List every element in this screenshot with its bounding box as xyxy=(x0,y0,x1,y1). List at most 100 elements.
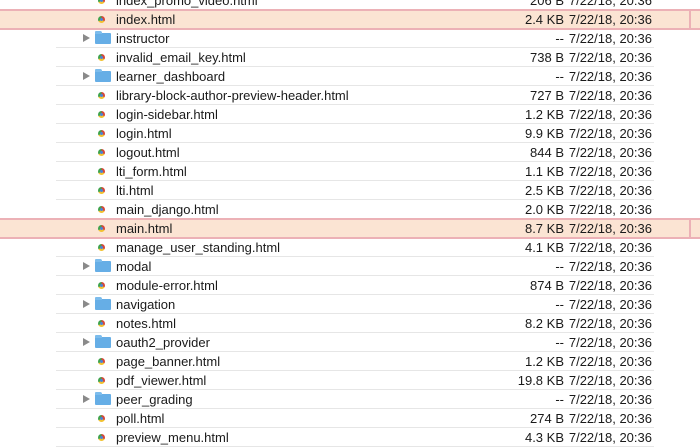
row-size: -- xyxy=(555,69,564,84)
row-name: notes.html xyxy=(116,316,176,331)
row-name: peer_grading xyxy=(116,392,193,407)
row-size: 1.2 KB xyxy=(524,107,564,122)
chrome-html-file-icon xyxy=(98,434,105,441)
file-row[interactable]: poll.html 274 B 7/22/18, 20:36 xyxy=(0,409,700,428)
row-name: lti_form.html xyxy=(116,164,187,179)
row-separator xyxy=(56,427,654,428)
row-separator xyxy=(56,104,654,105)
file-row[interactable]: lti.html 2.5 KB 7/22/18, 20:36 xyxy=(0,181,700,200)
row-date: 7/22/18, 20:36 xyxy=(568,12,652,27)
file-row[interactable]: lti_form.html 1.1 KB 7/22/18, 20:36 xyxy=(0,162,700,181)
folder-icon xyxy=(95,31,111,44)
row-date: 7/22/18, 20:36 xyxy=(568,392,652,407)
file-row[interactable]: login.html 9.9 KB 7/22/18, 20:36 xyxy=(0,124,700,143)
folder-row[interactable]: instructor -- 7/22/18, 20:36 xyxy=(0,29,700,48)
row-size: 738 B xyxy=(530,50,564,65)
row-name: page_banner.html xyxy=(116,354,221,369)
row-size: -- xyxy=(555,392,564,407)
disclosure-triangle-icon[interactable] xyxy=(83,72,90,80)
folder-icon xyxy=(95,335,111,348)
row-size: 4.3 KB xyxy=(524,430,564,445)
row-separator xyxy=(56,313,654,314)
file-row[interactable]: pdf_viewer.html 19.8 KB 7/22/18, 20:36 xyxy=(0,371,700,390)
folder-icon xyxy=(95,69,111,82)
chrome-html-file-icon xyxy=(98,130,105,137)
row-separator xyxy=(56,408,654,409)
folder-icon xyxy=(95,392,111,405)
row-date: 7/22/18, 20:36 xyxy=(568,430,652,445)
disclosure-triangle-icon[interactable] xyxy=(83,262,90,270)
row-name: main.html xyxy=(116,221,173,236)
file-row[interactable]: notes.html 8.2 KB 7/22/18, 20:36 xyxy=(0,314,700,333)
file-row[interactable]: logout.html 844 B 7/22/18, 20:36 xyxy=(0,143,700,162)
row-date: 7/22/18, 20:36 xyxy=(568,126,652,141)
file-row[interactable]: login-sidebar.html 1.2 KB 7/22/18, 20:36 xyxy=(0,105,700,124)
file-row[interactable]: index.html 2.4 KB 7/22/18, 20:36 xyxy=(0,9,700,30)
row-separator xyxy=(56,47,654,48)
folder-row[interactable]: navigation -- 7/22/18, 20:36 xyxy=(0,295,700,314)
row-size: 4.1 KB xyxy=(524,240,564,255)
row-date: 7/22/18, 20:36 xyxy=(568,297,652,312)
file-row[interactable]: main.html 8.7 KB 7/22/18, 20:36 xyxy=(0,218,700,239)
row-separator xyxy=(56,275,654,276)
folder-icon xyxy=(95,259,111,272)
row-name: index.html xyxy=(116,12,176,27)
file-row[interactable]: invalid_email_key.html 738 B 7/22/18, 20:3… xyxy=(0,48,700,67)
row-name: main_django.html xyxy=(116,202,219,217)
row-size: 844 B xyxy=(530,145,564,160)
row-size: 2.5 KB xyxy=(524,183,564,198)
highlight-edge xyxy=(689,9,691,30)
row-name: manage_user_standing.html xyxy=(116,240,281,255)
row-size: 8.2 KB xyxy=(524,316,564,331)
folder-row[interactable]: modal -- 7/22/18, 20:36 xyxy=(0,257,700,276)
row-size: 274 B xyxy=(530,411,564,426)
chrome-html-file-icon xyxy=(98,244,105,251)
disclosure-triangle-icon[interactable] xyxy=(83,338,90,346)
row-date: 7/22/18, 20:36 xyxy=(568,0,652,8)
highlight-edge xyxy=(689,218,691,239)
row-date: 7/22/18, 20:36 xyxy=(568,316,652,331)
row-separator xyxy=(56,294,654,295)
row-size: -- xyxy=(555,259,564,274)
row-size: 1.2 KB xyxy=(524,354,564,369)
row-separator xyxy=(56,180,654,181)
row-size: 206 B xyxy=(530,0,564,8)
disclosure-triangle-icon[interactable] xyxy=(83,34,90,42)
file-row[interactable]: page_banner.html 1.2 KB 7/22/18, 20:36 xyxy=(0,352,700,371)
chrome-html-file-icon xyxy=(98,168,105,175)
folder-row[interactable]: learner_dashboard -- 7/22/18, 20:36 xyxy=(0,67,700,86)
chrome-html-file-icon xyxy=(98,377,105,384)
row-name: poll.html xyxy=(116,411,165,426)
chrome-html-file-icon xyxy=(98,54,105,61)
row-separator xyxy=(56,370,654,371)
folder-row[interactable]: peer_grading -- 7/22/18, 20:36 xyxy=(0,390,700,409)
row-separator xyxy=(56,389,654,390)
disclosure-triangle-icon[interactable] xyxy=(83,300,90,308)
row-separator xyxy=(56,161,654,162)
file-row[interactable]: library-block-author-preview-header.html… xyxy=(0,86,700,105)
chrome-html-file-icon xyxy=(98,225,105,232)
chrome-html-file-icon xyxy=(98,16,105,23)
row-date: 7/22/18, 20:36 xyxy=(568,240,652,255)
file-row[interactable]: preview_menu.html 4.3 KB 7/22/18, 20:36 xyxy=(0,428,700,447)
row-separator xyxy=(56,351,654,352)
row-separator xyxy=(56,66,654,67)
file-row[interactable]: manage_user_standing.html 4.1 KB 7/22/18, … xyxy=(0,238,700,257)
chrome-html-file-icon xyxy=(98,415,105,422)
row-name: login-sidebar.html xyxy=(116,107,218,122)
row-date: 7/22/18, 20:36 xyxy=(568,145,652,160)
row-date: 7/22/18, 20:36 xyxy=(568,88,652,103)
disclosure-triangle-icon[interactable] xyxy=(83,395,90,403)
folder-row[interactable]: oauth2_provider -- 7/22/18, 20:36 xyxy=(0,333,700,352)
row-date: 7/22/18, 20:36 xyxy=(568,107,652,122)
chrome-html-file-icon xyxy=(98,282,105,289)
file-row[interactable]: module-error.html 874 B 7/22/18, 20:36 xyxy=(0,276,700,295)
row-separator xyxy=(56,199,654,200)
row-name: login.html xyxy=(116,126,172,141)
row-name: learner_dashboard xyxy=(116,69,226,84)
row-size: 874 B xyxy=(530,278,564,293)
folder-icon xyxy=(95,297,111,310)
file-row[interactable]: main_django.html 2.0 KB 7/22/18, 20:36 xyxy=(0,200,700,219)
row-name: navigation xyxy=(116,297,176,312)
row-date: 7/22/18, 20:36 xyxy=(568,259,652,274)
